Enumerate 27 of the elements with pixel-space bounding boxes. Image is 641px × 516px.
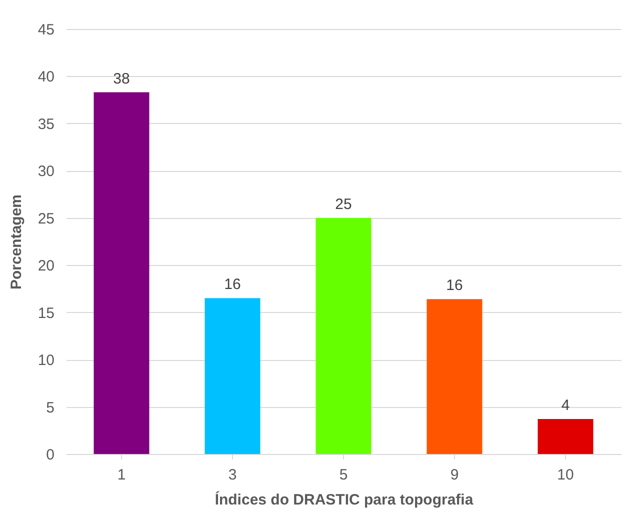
y-tick-label: 45	[38, 22, 54, 38]
y-tick-label: 20	[38, 258, 54, 275]
bar	[538, 419, 594, 454]
y-tick-label: 30	[38, 163, 54, 180]
y-tick-label: 10	[38, 352, 54, 370]
data-label: 16	[446, 277, 463, 294]
bar	[426, 299, 482, 454]
y-tick-label: 25	[38, 210, 54, 228]
x-axis-title: Índices do DRASTIC para topografia	[214, 490, 474, 508]
data-label: 38	[113, 70, 130, 88]
data-label: 4	[561, 397, 570, 414]
x-tick-label: 9	[450, 466, 459, 484]
x-tick-label: 3	[228, 466, 237, 484]
y-tick-label: 0	[46, 446, 54, 464]
x-tick-label: 1	[117, 466, 126, 484]
data-label: 16	[224, 276, 241, 294]
x-tick-label: 5	[339, 466, 348, 484]
y-axis-title: Porcentagem	[8, 194, 25, 290]
y-tick-label: 40	[38, 68, 54, 86]
y-tick-label: 15	[38, 304, 54, 322]
bar	[316, 218, 372, 454]
x-tick-label: 10	[557, 466, 574, 484]
data-label: 25	[335, 196, 352, 213]
y-tick-label: 35	[38, 116, 54, 133]
bar	[94, 92, 150, 454]
bar	[204, 298, 260, 454]
y-tick-label: 5	[46, 399, 54, 416]
